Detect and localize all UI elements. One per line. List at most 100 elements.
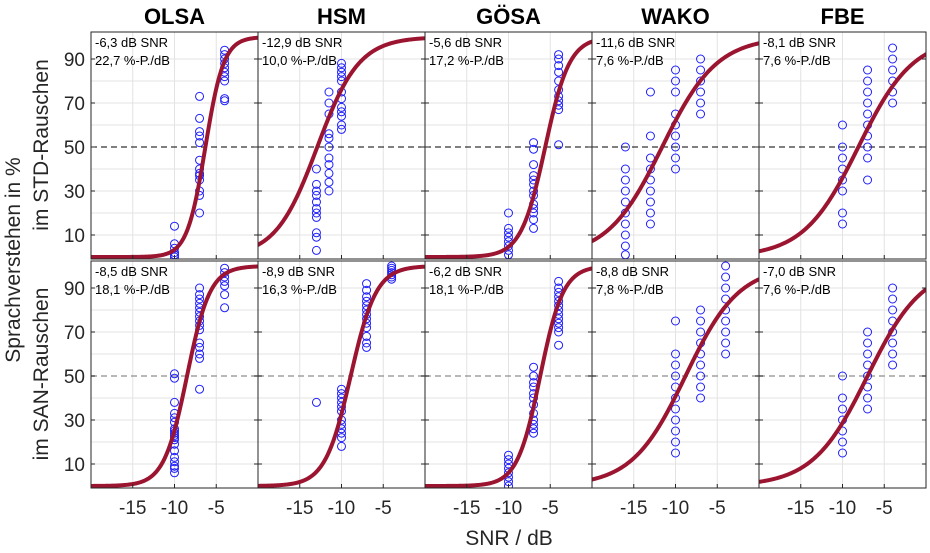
data-point: [620, 197, 630, 207]
x-tick-label: -5: [542, 498, 559, 519]
data-point: [554, 323, 564, 333]
data-point: [838, 142, 847, 152]
slope-annotation: 18,1 %-P./dB: [95, 282, 170, 297]
panel-gösa-san: -6,2 dB SNR 18,1 %-P./dB -15 -10 -5: [424, 260, 593, 519]
data-point: [324, 133, 334, 143]
data-point: [671, 164, 680, 174]
x-tick-label: -15: [453, 498, 480, 519]
data-point: [170, 446, 179, 456]
data-point: [387, 263, 397, 273]
data-point: [504, 450, 513, 460]
data-point: [324, 87, 334, 97]
data-points: [620, 54, 706, 259]
data-point: [838, 153, 847, 163]
data-point: [529, 138, 539, 148]
data-point: [362, 285, 372, 295]
fit-curve: [759, 52, 926, 254]
y-axis-labels: Sprachverstehen in % im STD-Rauschen im …: [2, 59, 53, 460]
data-point: [170, 463, 179, 473]
data-point: [620, 142, 630, 152]
data-point: [504, 223, 513, 233]
data-point: [362, 331, 372, 341]
data-point: [195, 91, 205, 101]
panel-wako-std: -11,6 dB SNR 7,6 %-P./dB: [591, 31, 760, 260]
data-point: [529, 371, 539, 381]
slope-annotation: 7,6 %-P./dB: [763, 53, 831, 68]
data-point: [671, 448, 680, 458]
data-point: [220, 281, 230, 291]
data-point: [529, 362, 539, 372]
data-point: [311, 232, 321, 242]
data-point: [863, 349, 873, 359]
data-point: [671, 360, 680, 370]
data-point: [311, 208, 321, 218]
data-point: [863, 153, 873, 163]
data-point: [504, 241, 513, 251]
data-point: [888, 294, 898, 304]
panel-olsa-std: -6,3 dB SNR 22,7 %-P./dB 10 30 50 70 90: [64, 31, 259, 260]
data-point: [170, 461, 179, 471]
data-point: [838, 186, 847, 196]
data-point: [170, 468, 179, 478]
data-point: [170, 369, 179, 379]
fit-curve: [592, 41, 759, 244]
srt-annotation: -5,6 dB SNR: [429, 35, 502, 50]
data-point: [671, 415, 680, 425]
panel-hsm-san: -8,9 dB SNR 16,3 %-P./dB -15 -10 -5: [257, 260, 426, 519]
data-point: [863, 76, 873, 86]
srt-annotation: -12,9 dB SNR: [262, 35, 342, 50]
data-point: [696, 87, 706, 97]
panels: -6,3 dB SNR 22,7 %-P./dB 10 30 50 70 90 -12,9 d…: [64, 31, 927, 519]
data-point: [671, 131, 680, 141]
srt-annotation: -7,0 dB SNR: [763, 264, 836, 279]
x-tick-label: -5: [709, 498, 726, 519]
data-point: [696, 109, 706, 119]
data-point: [387, 270, 397, 280]
srt-annotation: -6,3 dB SNR: [95, 35, 168, 50]
data-point: [170, 221, 179, 231]
x-tick-label: -5: [375, 498, 392, 519]
data-point: [888, 43, 898, 53]
x-tick-label: -15: [286, 498, 313, 519]
data-point: [337, 441, 346, 451]
data-point: [721, 261, 731, 271]
data-points: [311, 58, 346, 255]
data-point: [362, 342, 372, 352]
data-point: [504, 459, 513, 469]
y-tick-label: 90: [64, 279, 85, 300]
data-point: [645, 219, 655, 229]
x-tick-label: -15: [119, 498, 146, 519]
x-tick-label: -15: [620, 498, 647, 519]
data-point: [838, 393, 847, 403]
x-tick-label: -5: [876, 498, 893, 519]
data-point: [863, 327, 873, 337]
slope-annotation: 18,1 %-P./dB: [429, 282, 504, 297]
data-point: [220, 290, 230, 300]
data-point: [195, 294, 205, 304]
data-point: [721, 338, 731, 348]
data-point: [838, 208, 847, 218]
data-point: [863, 98, 873, 108]
data-point: [337, 63, 346, 73]
fit-curve: [759, 287, 926, 484]
data-point: [324, 160, 334, 170]
data-point: [170, 452, 179, 462]
data-point: [387, 261, 397, 271]
data-point: [863, 142, 873, 152]
slope-annotation: 7,6 %-P./dB: [763, 282, 831, 297]
data-point: [195, 283, 205, 293]
data-point: [838, 219, 847, 229]
column-title-1: HSM: [317, 4, 366, 29]
fit-curve: [258, 36, 425, 247]
data-point: [311, 204, 321, 214]
data-point: [337, 72, 346, 82]
srt-annotation: -8,1 dB SNR: [763, 35, 836, 50]
data-point: [195, 342, 205, 352]
data-point: [504, 228, 513, 238]
data-point: [671, 426, 680, 436]
data-point: [324, 186, 334, 196]
slope-annotation: 7,6 %-P./dB: [596, 53, 664, 68]
srt-annotation: -11,6 dB SNR: [596, 35, 675, 50]
data-point: [324, 168, 334, 178]
data-point: [195, 290, 205, 300]
